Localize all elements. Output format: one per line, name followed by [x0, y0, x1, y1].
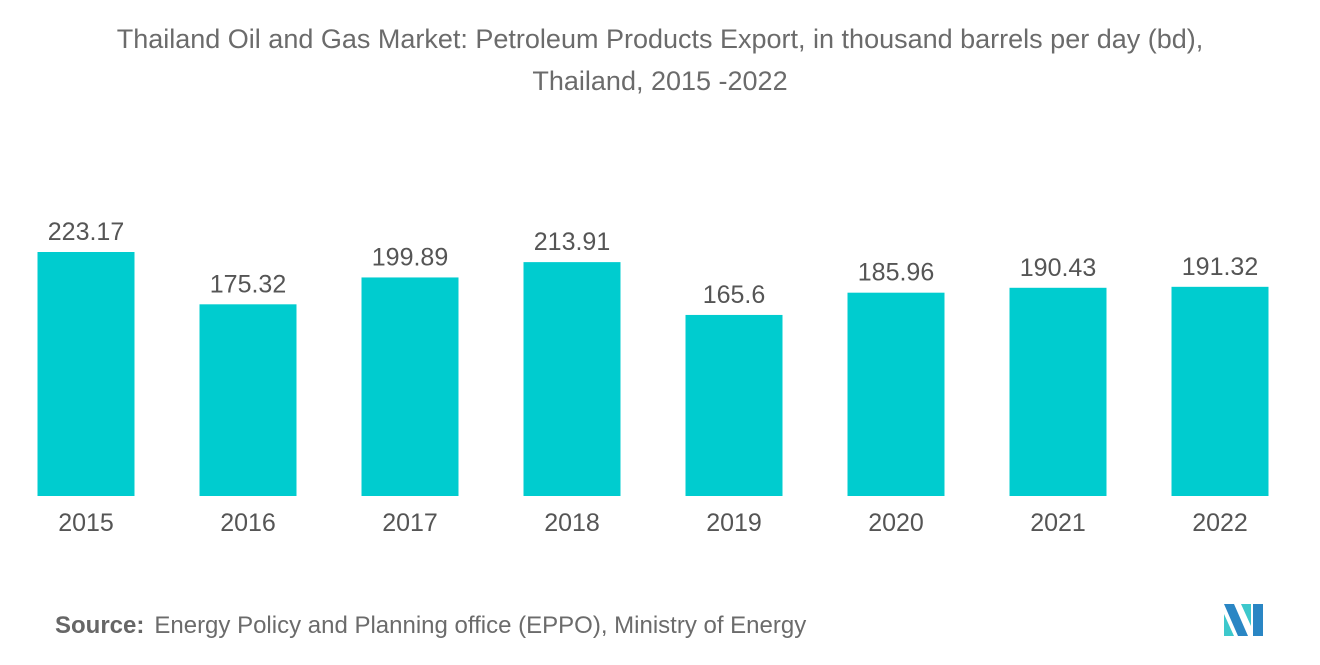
- title-line-1: Thailand Oil and Gas Market: Petroleum P…: [116, 24, 1204, 54]
- x-tick-label: 2019: [706, 509, 762, 537]
- x-tick-label: 2022: [1192, 509, 1248, 537]
- title-line-2: Thailand, 2015 -2022: [532, 66, 788, 96]
- x-tick-label: 2018: [544, 509, 600, 537]
- data-label: 185.96: [858, 259, 934, 287]
- source-text: Energy Policy and Planning office (EPPO)…: [154, 612, 807, 639]
- bar-2020: [847, 292, 945, 496]
- x-tick-label: 2017: [382, 509, 438, 537]
- brand-logo: [1224, 604, 1263, 636]
- data-label: 190.43: [1020, 254, 1096, 282]
- bar-2017: [361, 277, 459, 496]
- x-tick-label: 2016: [220, 509, 276, 537]
- data-label: 199.89: [372, 243, 448, 271]
- data-label: 213.91: [534, 228, 610, 256]
- data-label: 175.32: [210, 270, 286, 298]
- bar-2016: [199, 304, 297, 496]
- source-note: Source: Energy Policy and Planning office…: [55, 612, 806, 640]
- bar-2015: [37, 252, 135, 496]
- x-tick-label: 2015: [58, 509, 114, 537]
- bar-2018: [523, 262, 621, 496]
- x-tick-label: 2021: [1030, 509, 1086, 537]
- bar-2021: [1009, 287, 1107, 496]
- source-label: Source:: [55, 612, 145, 639]
- bar-2019: [685, 314, 783, 496]
- chart-title: Thailand Oil and Gas Market: Petroleum P…: [0, 18, 1320, 102]
- data-label: 165.6: [703, 281, 766, 309]
- bar-chart: 223.17 2015 175.32 2016 199.89 2017 213.91 2018…: [37, 218, 1269, 537]
- data-label: 223.17: [48, 218, 124, 246]
- x-tick-label: 2020: [868, 509, 924, 537]
- data-label: 191.32: [1182, 253, 1258, 281]
- bar-2022: [1171, 286, 1269, 496]
